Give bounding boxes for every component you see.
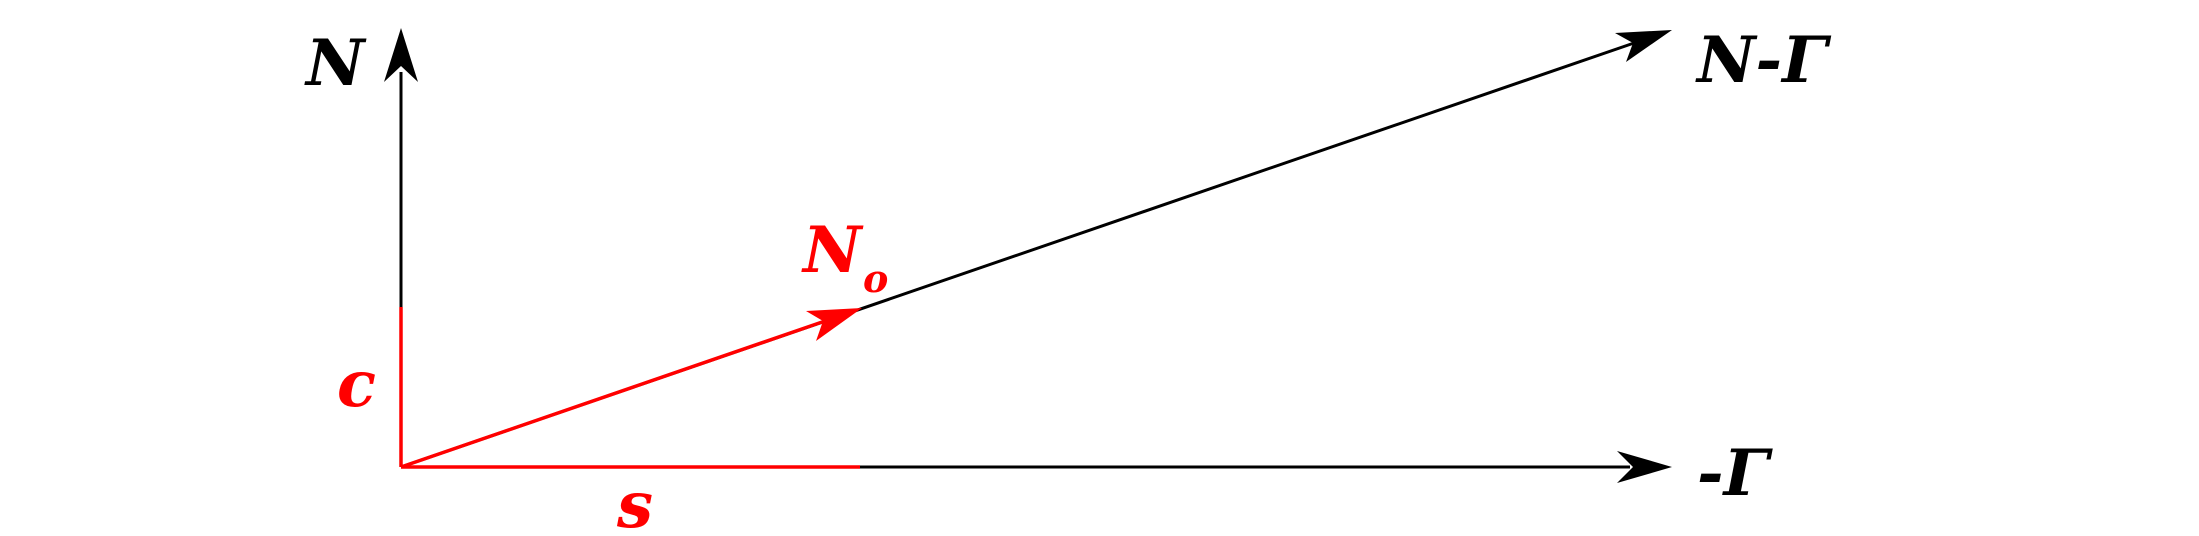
n0-vector-line — [400, 318, 829, 469]
n-axis-label: N — [304, 26, 367, 101]
s-component-label: s — [616, 468, 653, 536]
n-axis-arrowhead — [384, 28, 418, 82]
n0-subscript: o — [863, 256, 888, 301]
neg-gamma-axis-label: -Γ — [1697, 436, 1774, 511]
resultant-label: N-Γ — [1695, 23, 1832, 98]
n0-label: N — [801, 213, 864, 288]
c-component-label: c — [337, 347, 376, 422]
n0-vector-arrowhead — [806, 308, 862, 341]
neg-gamma-axis-arrowhead — [1617, 451, 1672, 483]
resultant-vector-arrowhead — [1615, 30, 1672, 62]
